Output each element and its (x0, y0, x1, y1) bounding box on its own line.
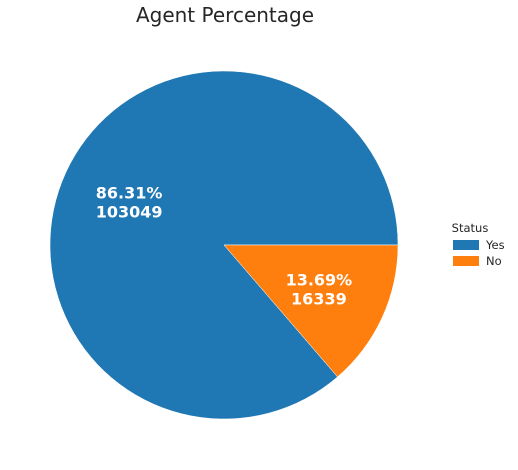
slice-percent-label: 86.31% (96, 183, 163, 202)
pie-slices (49, 70, 399, 420)
pie-slice-no (223, 244, 399, 378)
pie-slice-labels: 86.31% 103049 13.69% 16339 (96, 183, 353, 308)
legend-items: Yes No (453, 238, 505, 268)
legend-label-yes: Yes (485, 238, 505, 252)
slice-label-yes: 86.31% 103049 (96, 183, 163, 221)
legend-title: Status (452, 221, 489, 235)
slice-value-label: 16339 (291, 290, 347, 309)
slice-label-no: 13.69% 16339 (286, 271, 353, 309)
chart-title: Agent Percentage (136, 3, 314, 27)
legend-label-no: No (486, 254, 502, 268)
slice-percent-label: 13.69% (286, 271, 353, 290)
legend: Status Yes No (452, 221, 505, 268)
legend-swatch-no (453, 256, 479, 266)
legend-swatch-yes (453, 240, 479, 250)
slice-value-label: 103049 (96, 202, 163, 221)
